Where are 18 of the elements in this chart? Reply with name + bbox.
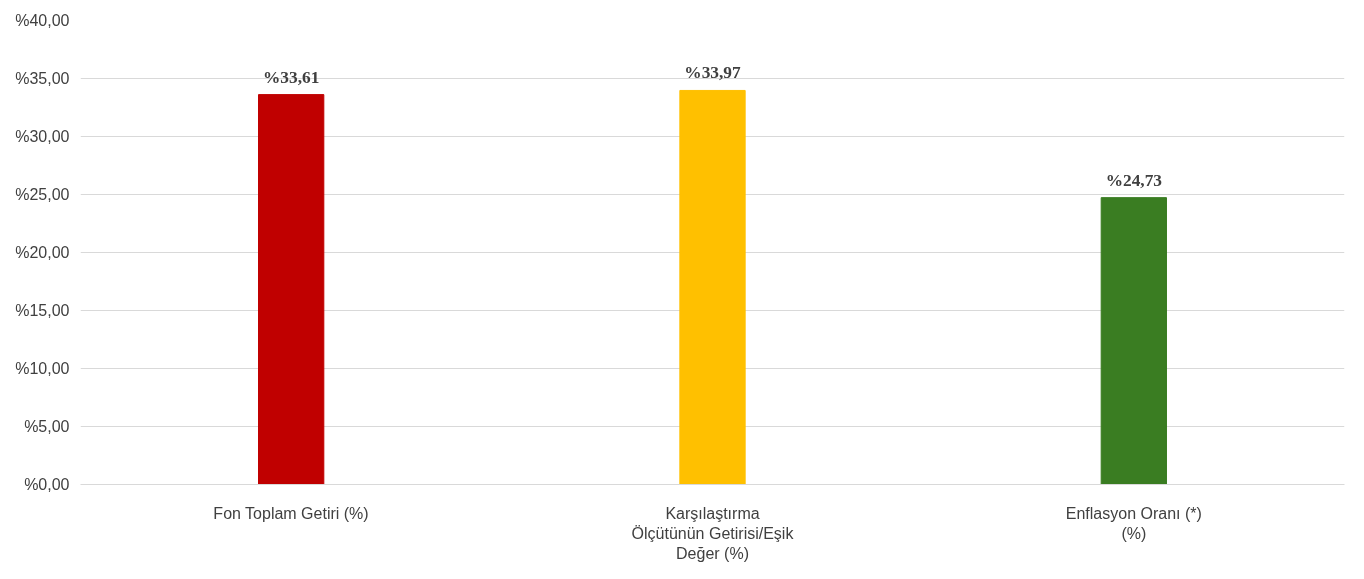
y-tick-label: %25,00 [15, 186, 70, 203]
y-tick-label: %20,00 [15, 244, 70, 261]
y-tick-label: %10,00 [15, 360, 70, 377]
y-tick-label: %5,00 [24, 418, 70, 435]
bar [1100, 197, 1167, 485]
bar [679, 89, 746, 485]
y-tick-label: %30,00 [15, 128, 70, 145]
data-label: %24,73 [1105, 170, 1163, 190]
y-tick-label: %40,00 [15, 12, 70, 29]
data-label: %33,97 [684, 63, 741, 83]
bar [258, 94, 325, 485]
x-tick-label: Karşılaştırma Ölçütünün Getirisi/Eşik Değer (%) [631, 504, 795, 563]
x-tick-label: Enflasyon Oranı (*) (%) [1065, 504, 1202, 542]
y-tick-label: %0,00 [24, 476, 70, 493]
y-tick-label: %15,00 [15, 302, 70, 319]
y-tick-label: %35,00 [15, 70, 70, 87]
data-label: %33,61 [263, 67, 320, 87]
x-tick-label: Fon Toplam Getiri (%) [213, 504, 369, 522]
